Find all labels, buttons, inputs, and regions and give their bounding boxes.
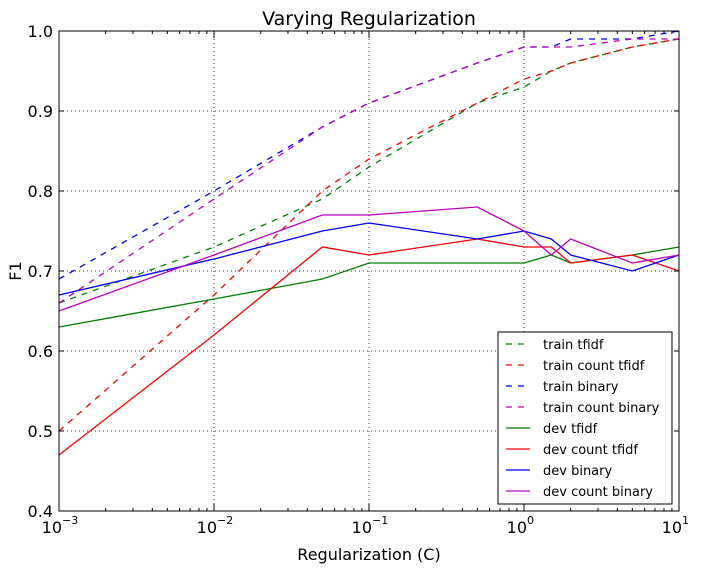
legend-label: train binary xyxy=(543,380,619,395)
legend-label: dev tfidf xyxy=(543,422,598,437)
series-line-train-count-binary xyxy=(58,38,679,304)
legend-label: train tfidf xyxy=(543,338,604,353)
legend-label: train count binary xyxy=(543,401,660,416)
y-tick-label: 0.4 xyxy=(28,502,53,521)
series-line-train-count-tfidf xyxy=(58,38,680,432)
y-tick-label: 0.9 xyxy=(28,102,53,121)
x-tick-label: 10 0 xyxy=(507,514,534,537)
legend-label: train count tfidf xyxy=(543,359,645,374)
legend-label: dev count binary xyxy=(543,485,653,500)
x-tick-exponent: −1 xyxy=(372,514,388,527)
x-tick-labels: 10 −3 10 −2 10 −1 10 0 10 1 xyxy=(42,514,689,537)
x-axis-label: Regularization (C) xyxy=(297,545,440,564)
x-tick-label: 10 −1 xyxy=(352,514,389,537)
x-tick-base: 10 xyxy=(352,518,372,537)
y-tick-label: 0.5 xyxy=(28,422,53,441)
y-axis-label: F1 xyxy=(6,261,25,280)
series-lines xyxy=(58,30,680,456)
series-line-dev-count-tfidf xyxy=(58,238,680,456)
legend-label: dev count tfidf xyxy=(543,443,638,458)
x-tick-base: 10 xyxy=(42,518,62,537)
x-tick-exponent: 0 xyxy=(527,514,534,527)
series-line-dev-count-binary xyxy=(58,206,680,312)
series-line-dev-binary xyxy=(58,222,680,296)
x-tick-exponent: −2 xyxy=(217,514,233,527)
y-tick-label: 1.0 xyxy=(28,22,53,41)
x-tick-label: 10 −3 xyxy=(42,514,79,537)
legend-label: dev binary xyxy=(543,464,612,479)
x-tick-exponent: 1 xyxy=(682,514,689,527)
x-tick-label: 10 −2 xyxy=(197,514,234,537)
chart-title: Varying Regularization xyxy=(262,8,476,30)
y-tick-label: 0.8 xyxy=(28,182,53,201)
y-tick-labels: 0.4 0.5 0.6 0.7 0.8 0.9 1.0 xyxy=(28,22,53,521)
axis-ticks xyxy=(58,30,680,512)
x-tick-base: 10 xyxy=(662,518,682,537)
y-tick-label: 0.6 xyxy=(28,342,53,361)
x-tick-exponent: −3 xyxy=(62,514,78,527)
legend-box xyxy=(497,331,673,505)
legend: train tfidf train count tfidf train binary… xyxy=(497,331,673,505)
x-tick-base: 10 xyxy=(197,518,217,537)
x-tick-label: 10 1 xyxy=(662,514,689,537)
x-tick-base: 10 xyxy=(507,518,527,537)
y-tick-label: 0.7 xyxy=(28,262,53,281)
